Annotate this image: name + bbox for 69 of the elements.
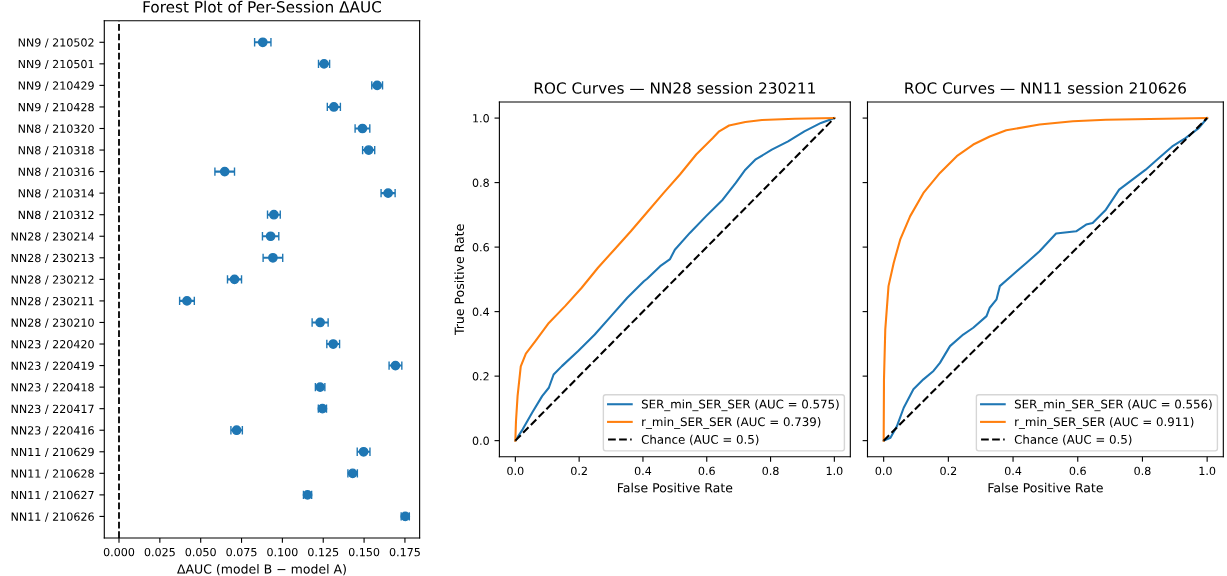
y-tick-label: 0.4 <box>472 307 490 316</box>
x-tick-label: 0.0 <box>875 466 892 476</box>
y-tick-label: NN23 / 220419 <box>11 361 94 371</box>
y-tick-label: NN28 / 230214 <box>11 232 94 242</box>
y-tick-label: 1.0 <box>473 114 489 123</box>
y-tick-label: NN28 / 230213 <box>11 253 94 264</box>
x-tick-label: 0.8 <box>1134 466 1151 476</box>
chart-title: ROC Curves — NN11 session 210626 <box>905 82 1186 94</box>
y-tick-label: NN8 / 210312 <box>18 210 94 220</box>
y-tick-label: NN28 / 230212 <box>11 275 94 285</box>
point <box>219 166 230 177</box>
point <box>265 231 276 242</box>
x-axis-title: False Positive Rate <box>988 482 1103 493</box>
x-tick-label: 1.0 <box>826 466 843 476</box>
point <box>315 317 325 328</box>
x-tick-label: 0.125 <box>308 547 339 557</box>
y-tick-label: NN11 / 210628 <box>11 469 94 479</box>
x-tick-label: 0.100 <box>267 547 298 557</box>
y-tick-label: NN8 / 210314 <box>18 189 94 199</box>
y-axis-title: True Positive Rate <box>454 224 465 336</box>
y-tick-label: NN8 / 210318 <box>18 146 94 156</box>
x-axis-title: False Positive Rate <box>617 482 733 493</box>
y-tick-label: NN28 / 230211 <box>11 296 94 307</box>
x-tick-label: 0.4 <box>1004 466 1022 476</box>
x-tick-label: 0.150 <box>348 547 380 557</box>
chart-title: Forest Plot of Per-Session ΔAUC <box>143 0 382 13</box>
x-tick-label: 0.000 <box>103 547 135 557</box>
point <box>182 296 192 306</box>
x-tick-label: 0.025 <box>144 547 175 557</box>
y-tick-label: NN23 / 220416 <box>11 426 94 436</box>
x-tick-label: 0.175 <box>389 547 420 557</box>
y-tick-label: 0.8 <box>472 178 489 187</box>
x-tick-label: 0.8 <box>762 466 779 476</box>
x-tick-label: 0.6 <box>1069 466 1086 476</box>
x-axis-title: ΔAUC (model B − model A) <box>177 564 346 576</box>
y-tick-label: NN9 / 210428 <box>18 102 94 113</box>
x-tick-label: 0.2 <box>940 466 957 476</box>
y-tick-label: NN8 / 210316 <box>18 167 94 177</box>
x-tick-label: 0.075 <box>226 547 257 557</box>
y-tick-label: NN11 / 210626 <box>11 512 94 522</box>
legend-label: SER_min_SER_SER (AUC = 0.556) <box>1014 399 1212 412</box>
point <box>257 37 268 48</box>
y-tick-label: 0.0 <box>472 436 489 446</box>
x-tick-label: 0.2 <box>571 466 587 476</box>
y-tick-label: NN11 / 210627 <box>11 490 94 501</box>
legend-label: r_min_SER_SER (AUC = 0.911) <box>1015 417 1194 429</box>
point <box>383 188 393 199</box>
legend-label: SER_min_SER_SER (AUC = 0.575) <box>641 399 839 412</box>
x-tick-label: 1.0 <box>1199 466 1216 476</box>
legend-label: Chance (AUC = 0.5) <box>641 434 759 446</box>
y-tick-label: NN23 / 220420 <box>11 339 94 350</box>
y-tick-label: NN23 / 220418 <box>11 383 94 393</box>
y-tick-label: NN9 / 210429 <box>18 81 94 91</box>
x-tick-label: 0.050 <box>185 547 216 557</box>
y-tick-label: NN23 / 220417 <box>11 404 94 414</box>
point <box>268 252 278 263</box>
y-tick-label: 0.6 <box>472 243 489 252</box>
y-tick-label: NN8 / 210320 <box>18 124 94 134</box>
y-tick-label: NN9 / 210501 <box>18 59 94 70</box>
y-tick-label: 0.2 <box>472 372 489 381</box>
y-tick-label: NN28 / 230210 <box>11 318 94 328</box>
legend-label: Chance (AUC = 0.5) <box>1014 434 1132 446</box>
x-tick-label: 0.6 <box>698 466 715 476</box>
chart-title: ROC Curves — NN28 session 230211 <box>534 82 815 94</box>
x-tick-label: 0.0 <box>507 466 524 476</box>
y-tick-label: NN9 / 210502 <box>18 38 94 48</box>
y-tick-label: NN11 / 210629 <box>11 447 94 458</box>
x-tick-label: 0.4 <box>634 466 652 476</box>
legend-label: r_min_SER_SER (AUC = 0.739) <box>642 417 821 429</box>
